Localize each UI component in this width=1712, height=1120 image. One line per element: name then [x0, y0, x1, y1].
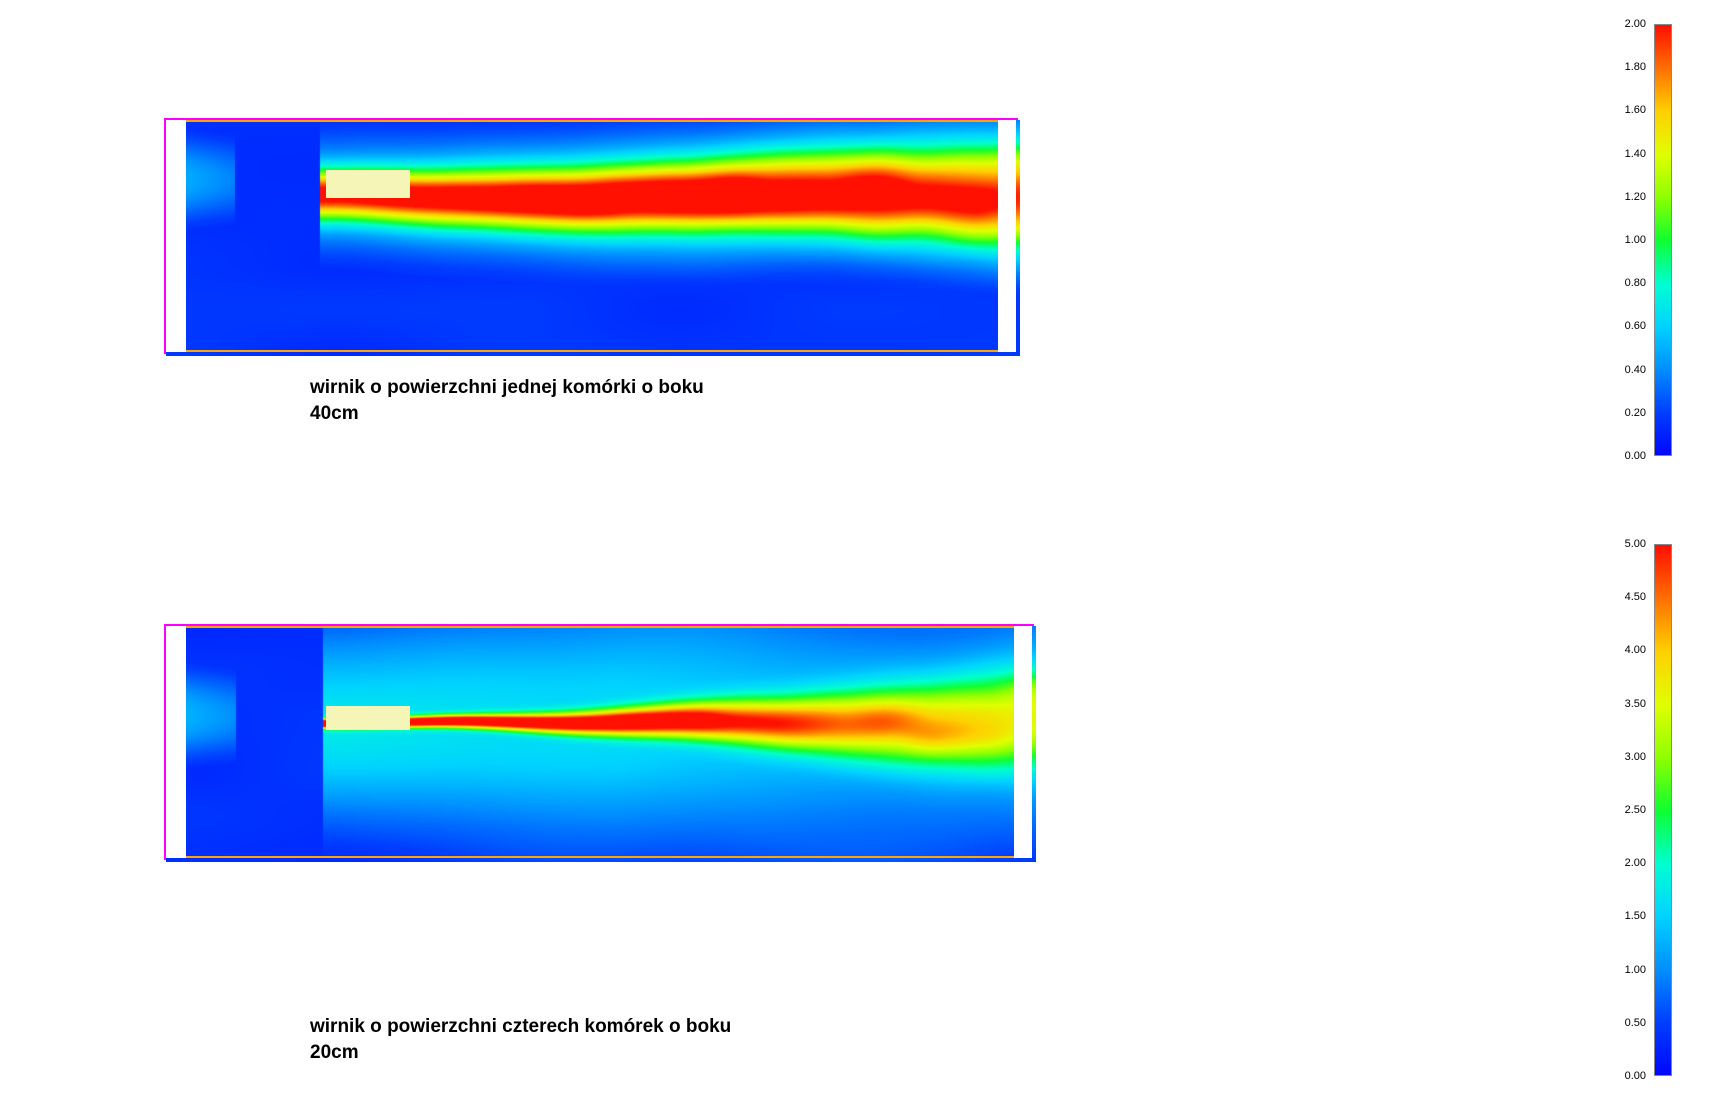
colorbar-tick-label: 2.00: [1625, 857, 1646, 869]
colorbar-tick-label: 3.50: [1625, 698, 1646, 710]
rotor-box-bottom: [326, 706, 410, 730]
colorbar-tick-label: 1.60: [1625, 104, 1646, 116]
colorbar-top: 2.001.801.601.401.201.000.800.600.400.20…: [1654, 24, 1672, 456]
colorbar-tick-label: 2.50: [1625, 804, 1646, 816]
colorbar-tick-label: 1.50: [1625, 910, 1646, 922]
colorbar-tick-label: 0.80: [1625, 277, 1646, 289]
caption-top-line2: 40cm: [310, 403, 359, 424]
colorbar-canvas-top: [1654, 24, 1672, 456]
colorbar-tick-label: 1.20: [1625, 191, 1646, 203]
colorbar-tick-label: 1.00: [1625, 234, 1646, 246]
colorbar-bottom: 5.004.504.003.503.002.502.001.501.000.50…: [1654, 544, 1672, 1076]
colorbar-tick-label: 1.80: [1625, 61, 1646, 73]
inlet-bar-left: [166, 120, 186, 352]
outlet-bar-right: [998, 120, 1016, 352]
colorbar-tick-label: 3.00: [1625, 751, 1646, 763]
rotor-box-top: [326, 170, 410, 198]
colorbar-tick-label: 0.50: [1625, 1017, 1646, 1029]
caption-bottom-line2: 20cm: [310, 1042, 359, 1063]
colorbar-labels-top: 2.00 1.80 1.60 1.40 1.20 1.00 0.80 0.60 0.40 0.20…: [1625, 18, 1646, 462]
heatmap-canvas-top: [166, 120, 1020, 356]
caption-top: wirnik o powierzchni jednej komórki o bo…: [310, 375, 704, 426]
heatmap-panel-bottom: [164, 624, 1034, 860]
colorbar-tick-label: 0.40: [1625, 364, 1646, 376]
caption-bottom-line1: wirnik o powierzchni czterech komórek o …: [310, 1016, 731, 1037]
colorbar-tick-label: 2.00: [1625, 18, 1646, 30]
outlet-bar-right: [1014, 626, 1032, 858]
colorbar-labels-bottom: 5.00 4.50 4.00 3.50 3.00 2.50 2.00 1.50 1.00 0.50…: [1625, 538, 1646, 1082]
heatmap-canvas-bottom: [166, 626, 1036, 862]
colorbar-tick-label: 4.00: [1625, 644, 1646, 656]
colorbar-tick-label: 0.60: [1625, 320, 1646, 332]
colorbar-tick-label: 0.00: [1625, 450, 1646, 462]
caption-top-line1: wirnik o powierzchni jednej komórki o bo…: [310, 377, 704, 398]
heatmap-panel-top: [164, 118, 1018, 354]
colorbar-tick-label: 1.40: [1625, 148, 1646, 160]
colorbar-tick-label: 5.00: [1625, 538, 1646, 550]
colorbar-canvas-bottom: [1654, 544, 1672, 1076]
colorbar-tick-label: 0.00: [1625, 1070, 1646, 1082]
colorbar-tick-label: 0.20: [1625, 407, 1646, 419]
inlet-bar-left: [166, 626, 186, 858]
colorbar-tick-label: 1.00: [1625, 964, 1646, 976]
colorbar-tick-label: 4.50: [1625, 591, 1646, 603]
caption-bottom: wirnik o powierzchni czterech komórek o …: [310, 1014, 731, 1065]
